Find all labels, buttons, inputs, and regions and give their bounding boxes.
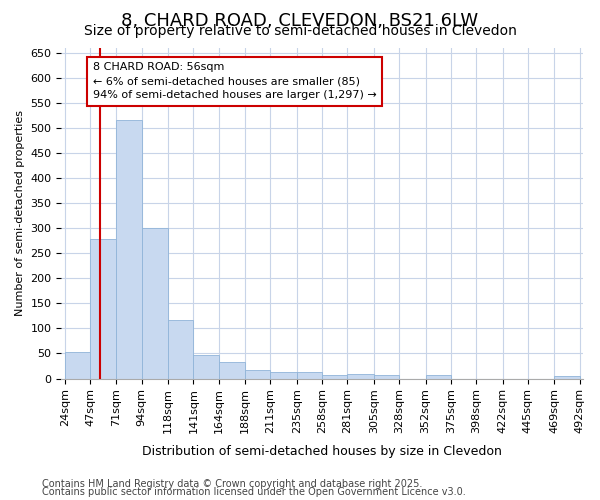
Text: Contains HM Land Registry data © Crown copyright and database right 2025.: Contains HM Land Registry data © Crown c… [42, 479, 422, 489]
Y-axis label: Number of semi-detached properties: Number of semi-detached properties [15, 110, 25, 316]
Bar [90, 239, 116, 378]
Text: 8 CHARD ROAD: 56sqm
← 6% of semi-detached houses are smaller (85)
94% of semi-de: 8 CHARD ROAD: 56sqm ← 6% of semi-detache… [92, 62, 376, 100]
Text: Size of property relative to semi-detached houses in Clevedon: Size of property relative to semi-detach… [83, 24, 517, 38]
Bar [142, 228, 168, 378]
Bar [425, 374, 451, 378]
Text: Contains public sector information licensed under the Open Government Licence v3: Contains public sector information licen… [42, 487, 466, 497]
Bar [219, 362, 245, 378]
Bar [245, 370, 271, 378]
Bar [168, 320, 193, 378]
Bar [322, 374, 347, 378]
Text: 8, CHARD ROAD, CLEVEDON, BS21 6LW: 8, CHARD ROAD, CLEVEDON, BS21 6LW [121, 12, 479, 30]
Bar [347, 374, 374, 378]
Bar [193, 356, 219, 378]
Bar [374, 374, 399, 378]
Bar [65, 352, 90, 378]
X-axis label: Distribution of semi-detached houses by size in Clevedon: Distribution of semi-detached houses by … [142, 444, 502, 458]
Bar [297, 372, 322, 378]
Bar [271, 372, 297, 378]
Bar [116, 120, 142, 378]
Bar [554, 376, 580, 378]
